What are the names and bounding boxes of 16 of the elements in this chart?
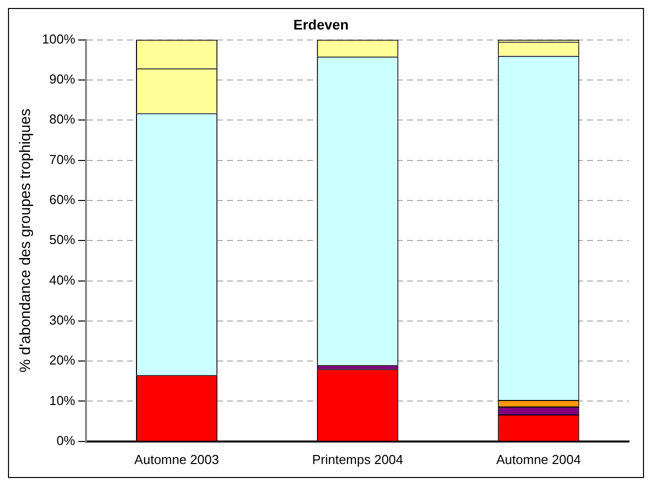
y-tick-label: 100% (42, 31, 76, 46)
y-axis-title: % d'abondance des groupes trophiques (17, 108, 34, 373)
y-tick-label: 60% (49, 192, 76, 208)
y-tick-label: 80% (49, 112, 76, 127)
y-tick-label: 0% (56, 432, 76, 448)
chart-title: Erdeven (293, 16, 349, 32)
y-tick-label: 10% (49, 392, 76, 408)
x-tick-label: Automne 2003 (134, 452, 219, 467)
y-tick-label: 30% (49, 312, 76, 328)
y-tick-label: 50% (49, 232, 76, 248)
y-tick-label: 70% (49, 152, 76, 167)
x-tick-label: Automne 2004 (496, 452, 581, 467)
y-tick-label: 20% (49, 352, 76, 368)
x-tick-label: Printemps 2004 (312, 452, 404, 467)
y-tick-label: 90% (49, 72, 76, 87)
y-tick-label: 40% (49, 272, 76, 288)
